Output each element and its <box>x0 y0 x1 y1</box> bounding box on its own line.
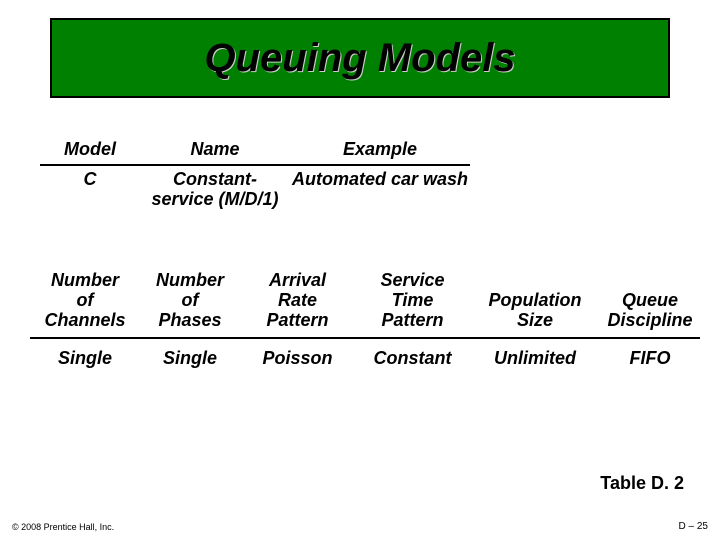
wide-cell-queue: FIFO <box>600 339 700 372</box>
wide-table-data-row: Single Single Poisson Constant Unlimited… <box>30 339 700 372</box>
copyright: © 2008 Prentice Hall, Inc. <box>12 522 114 532</box>
wide-cell-channels: Single <box>30 339 140 372</box>
title-box: Queuing Models <box>50 18 670 98</box>
wide-table: Number of Channels Number of Phases Arri… <box>30 268 700 372</box>
top-table-data-row: C Constant- service (M/D/1) Automated ca… <box>40 166 470 214</box>
top-cell-example: Automated car wash <box>290 166 470 214</box>
top-table: Model Name Example C Constant- service (… <box>40 136 470 213</box>
top-table-header-row: Model Name Example <box>40 136 470 166</box>
slide: Queuing Models Model Name Example C Cons… <box>0 0 720 540</box>
top-header-model: Model <box>40 136 140 164</box>
top-cell-name: Constant- service (M/D/1) <box>140 166 290 214</box>
wide-cell-phases: Single <box>140 339 240 372</box>
top-cell-model: C <box>40 166 140 214</box>
slide-title: Queuing Models <box>194 32 525 85</box>
page-number: D – 25 <box>679 521 708 532</box>
wide-header-service: Service Time Pattern <box>355 268 470 333</box>
wide-cell-service: Constant <box>355 339 470 372</box>
top-header-name: Name <box>140 136 290 164</box>
wide-header-arrival: Arrival Rate Pattern <box>240 268 355 333</box>
wide-header-channels: Number of Channels <box>30 268 140 333</box>
wide-header-population: Population Size <box>470 288 600 334</box>
wide-header-phases: Number of Phases <box>140 268 240 333</box>
top-header-example: Example <box>290 136 470 164</box>
wide-cell-arrival: Poisson <box>240 339 355 372</box>
wide-header-queue: Queue Discipline <box>600 288 700 334</box>
wide-table-header-row: Number of Channels Number of Phases Arri… <box>30 268 700 339</box>
table-label: Table D. 2 <box>600 473 684 494</box>
wide-cell-population: Unlimited <box>470 339 600 372</box>
